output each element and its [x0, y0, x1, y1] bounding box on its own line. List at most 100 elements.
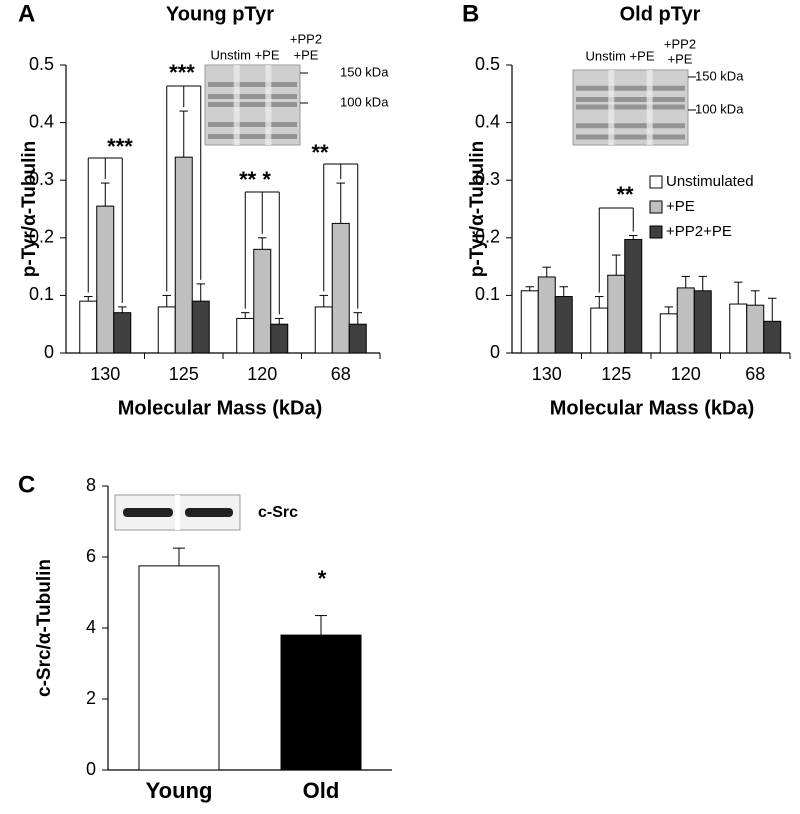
- y-axis-label: c-Src/α-Tubulin: [34, 559, 55, 697]
- bar: [253, 248, 272, 354]
- bar: [191, 300, 210, 354]
- blot-label: +PE: [668, 51, 693, 66]
- blot-band: [576, 85, 685, 91]
- bar: [113, 312, 132, 354]
- blot-label: c-Src: [258, 504, 298, 521]
- chart-title: Young pTyr: [166, 3, 274, 25]
- x-tick-label: Old: [303, 778, 340, 803]
- blot-label: +PP2: [290, 31, 322, 46]
- blot-label: Unstim +PE: [211, 47, 280, 62]
- lane-gap: [646, 70, 653, 145]
- bar: [729, 303, 748, 354]
- bar: [537, 276, 556, 354]
- y-tick-label: 0.3: [475, 169, 500, 189]
- y-tick-label: 0.3: [29, 169, 54, 189]
- x-tick-label: 125: [169, 364, 199, 384]
- blot-band: [123, 508, 173, 517]
- bar: [96, 205, 115, 354]
- bar: [79, 300, 98, 354]
- bar: [157, 306, 176, 354]
- x-tick-label: 130: [532, 364, 562, 384]
- bar: [746, 304, 765, 354]
- bar: [676, 287, 695, 354]
- blot-band: [208, 94, 297, 99]
- annotation: **: [616, 182, 634, 207]
- bar: [659, 313, 678, 354]
- blot-band: [576, 123, 685, 129]
- blot-band: [208, 122, 297, 127]
- lane-gap: [175, 495, 180, 530]
- lane-gap: [265, 65, 272, 145]
- bar: [607, 274, 626, 354]
- blot-band: [185, 508, 233, 517]
- legend-swatch: [649, 225, 663, 239]
- blot-band: [208, 82, 297, 87]
- bar: [520, 290, 539, 354]
- blot-label: 100 kDa: [695, 101, 744, 116]
- bar: [590, 307, 609, 354]
- legend-swatch: [649, 200, 663, 214]
- x-axis-label: Molecular Mass (kDa): [550, 397, 755, 419]
- bar: [554, 296, 573, 354]
- y-tick-label: 0.4: [475, 111, 500, 131]
- panel-label: C: [18, 471, 35, 498]
- bar: [331, 222, 350, 354]
- bar: [280, 634, 362, 771]
- lane-gap: [233, 65, 240, 145]
- bar: [693, 290, 712, 354]
- blot-label: +PP2: [664, 36, 696, 51]
- bar: [763, 320, 782, 354]
- blot-band: [208, 134, 297, 139]
- y-tick-label: 0.5: [475, 54, 500, 74]
- y-axis-label: p-Tyr/α-Tubulin: [19, 141, 40, 278]
- annotation: **: [311, 140, 329, 165]
- bar: [348, 323, 367, 354]
- legend-swatch: [649, 175, 663, 189]
- y-tick-label: 2: [86, 688, 96, 708]
- x-tick-label: 120: [671, 364, 701, 384]
- blot-label: +PE: [294, 47, 319, 62]
- y-tick-label: 0.1: [475, 284, 500, 304]
- blot-band: [576, 97, 685, 102]
- annotation: ***: [169, 60, 195, 85]
- x-tick-label: 130: [90, 364, 120, 384]
- blot-band: [576, 134, 685, 140]
- bar: [174, 156, 193, 354]
- bar: [270, 323, 289, 354]
- y-tick-label: 0.2: [475, 227, 500, 247]
- y-axis-label: p-Tyr/α-Tubulin: [467, 141, 488, 278]
- lane-gap: [608, 70, 615, 145]
- legend-label: +PP2+PE: [666, 223, 732, 240]
- x-tick-label: 68: [745, 364, 765, 384]
- blot-label: 150 kDa: [340, 64, 389, 79]
- y-tick-label: 0.1: [29, 284, 54, 304]
- legend-label: +PE: [666, 198, 695, 215]
- y-tick-label: 0: [490, 342, 500, 362]
- annotation: *: [318, 566, 327, 591]
- panel-label: A: [18, 0, 35, 27]
- blot-label: Unstim +PE: [586, 48, 655, 63]
- y-tick-label: 0: [44, 342, 54, 362]
- blot-label: 100 kDa: [340, 94, 389, 109]
- x-tick-label: Young: [146, 778, 213, 803]
- y-tick-label: 6: [86, 546, 96, 566]
- y-tick-label: 0.5: [29, 54, 54, 74]
- bar: [314, 306, 333, 354]
- y-tick-label: 4: [86, 617, 96, 637]
- x-tick-label: 120: [247, 364, 277, 384]
- blot-label: 150 kDa: [695, 68, 744, 83]
- y-tick-label: 8: [86, 475, 96, 495]
- panel-label: B: [462, 0, 479, 27]
- annotation: ** *: [239, 167, 271, 192]
- y-tick-label: 0: [86, 759, 96, 779]
- legend-label: Unstimulated: [666, 173, 754, 190]
- y-tick-label: 0.4: [29, 111, 54, 131]
- chart-title: Old pTyr: [620, 3, 701, 25]
- blot-band: [576, 104, 685, 110]
- x-axis-label: Molecular Mass (kDa): [118, 397, 323, 419]
- bar: [138, 565, 220, 771]
- blot-band: [208, 102, 297, 107]
- x-tick-label: 68: [331, 364, 351, 384]
